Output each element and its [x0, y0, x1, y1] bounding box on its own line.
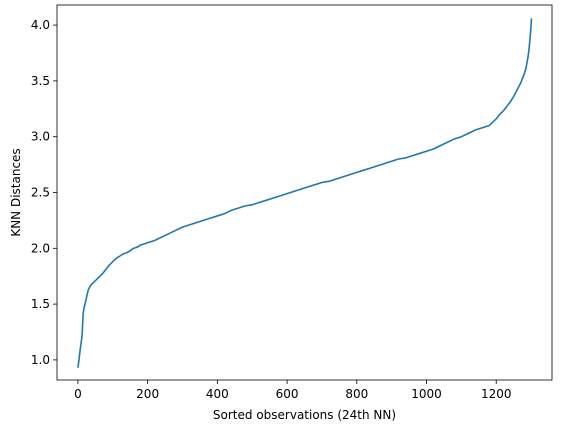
x-tick-label: 1200: [481, 387, 512, 401]
y-axis-ticks: 1.0 1.5 2.0 2.5 3.0 3.5 4.0: [31, 18, 57, 367]
y-axis-label: KNN Distances: [9, 148, 23, 236]
x-axis-label: Sorted observations (24th NN): [213, 408, 396, 422]
y-tick-label: 1.0: [31, 353, 50, 367]
x-tick-label: 0: [74, 387, 82, 401]
series-line: [77, 18, 533, 368]
x-tick-label: 1000: [411, 387, 442, 401]
x-axis-ticks: 0 200 400 600 800 1000 1200: [74, 380, 511, 401]
y-tick-label: 3.5: [31, 74, 50, 88]
x-tick-label: 400: [206, 387, 229, 401]
x-tick-label: 200: [136, 387, 159, 401]
y-tick-label: 3.0: [31, 130, 50, 144]
y-tick-label: 2.5: [31, 186, 50, 200]
axes-frame: [56, 4, 553, 381]
y-tick-label: 2.0: [31, 241, 50, 255]
x-tick-label: 800: [345, 387, 368, 401]
y-tick-label: 1.5: [31, 297, 50, 311]
y-tick-label: 4.0: [31, 18, 50, 32]
x-tick-label: 600: [276, 387, 299, 401]
plot-area: [56, 4, 553, 381]
